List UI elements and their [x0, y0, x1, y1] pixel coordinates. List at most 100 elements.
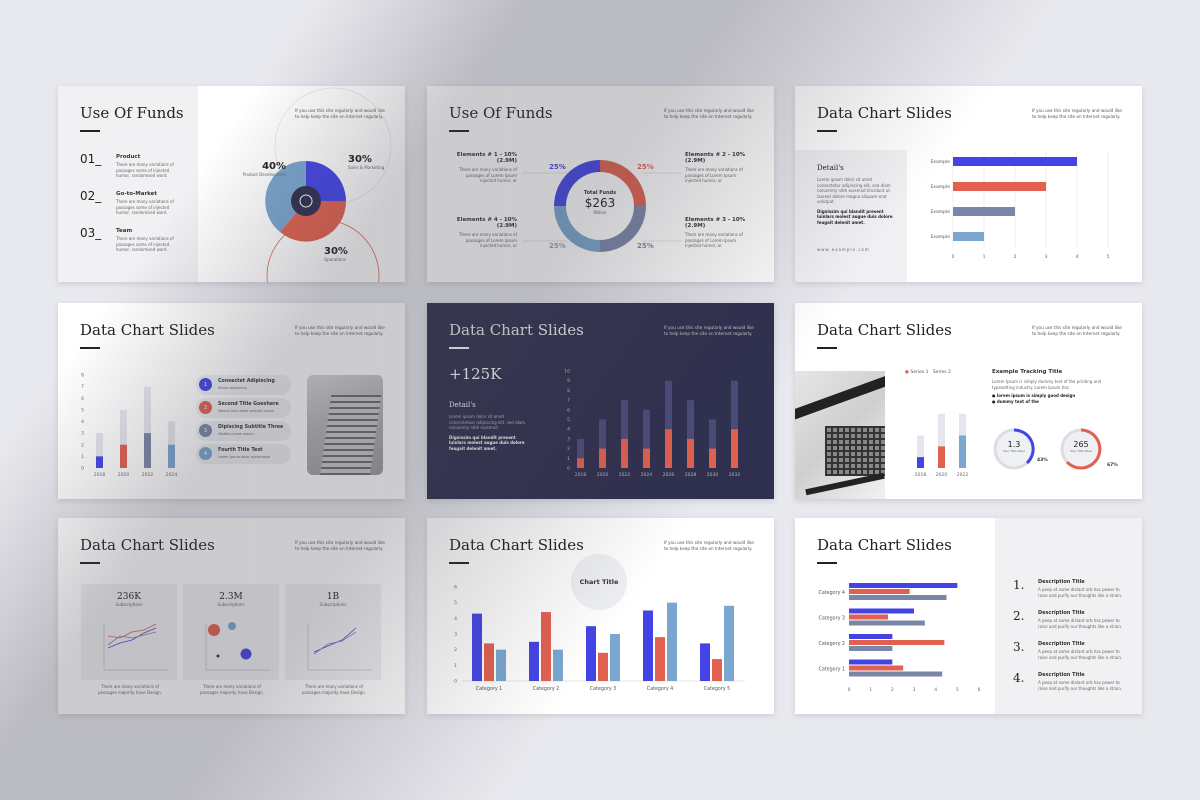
list-item: 3 Dipiscing Subtitle Three Vestibul lore… [196, 421, 291, 441]
slide-data-chart-5[interactable]: Data Chart Slides If you use this site r… [427, 303, 774, 499]
example-url[interactable]: www.example.com [817, 247, 870, 252]
tick-label: 6 [567, 407, 570, 413]
funds-pie-chart [265, 87, 392, 282]
office-photo [795, 371, 885, 499]
slide-data-chart-7[interactable]: Data Chart Slides If you use this site r… [58, 518, 405, 714]
fund-list: 01_ Product There are many variations of… [80, 152, 190, 263]
tick-label: 0 [952, 254, 955, 260]
pct-label: 25% [549, 242, 566, 250]
tick-label: 6 [454, 585, 457, 591]
bar-back [577, 438, 584, 468]
tick-label: 2 [454, 647, 457, 653]
stacked-bar-chart: 0 1 2 3 4 5 6 7 8 2018 2020 2022 2024 [81, 373, 177, 479]
tick-label: 0 [567, 466, 570, 472]
panel-caption: There are many variations of passages ma… [301, 684, 366, 695]
item-sub: Lorem ipsum dolor scelerisque [218, 455, 271, 459]
slide-data-chart-6[interactable]: Data Chart Slides If you use this site r… [795, 303, 1142, 499]
building-photo [307, 375, 383, 475]
pct-operations: 30% Operations [324, 246, 348, 263]
tracking-title: Example Tracking Title [992, 369, 1063, 375]
note-text: If you use this site regularly and would… [664, 540, 754, 551]
category-label: Category 2 [819, 641, 846, 647]
coin-icon [299, 194, 313, 208]
slide-data-chart-3[interactable]: Data Chart Slides If you use this site r… [795, 86, 1142, 282]
item-number: 4. [1013, 671, 1025, 685]
category-label: Category 1 [819, 667, 846, 673]
pct-label: 25% [637, 163, 654, 171]
tick-label: 0 [81, 466, 84, 472]
stacked-bar-chart: 2018 2020 2022 [915, 413, 968, 478]
pct-value: 40% [262, 161, 286, 172]
item-title: Description Title [1038, 641, 1085, 647]
slide-data-chart-8[interactable]: Data Chart Slides If you use this site r… [427, 518, 774, 714]
bar [529, 641, 539, 681]
element-block: Elements # 3 - 10% (2.9M) There are many… [685, 217, 747, 249]
slide-data-chart-4[interactable]: Data Chart Slides If you use this site r… [58, 303, 405, 499]
detail-bold: Dignissim qui blandit present luinlars m… [449, 434, 525, 451]
bar [849, 595, 947, 600]
side-panel [995, 518, 1142, 714]
tick-label: 4 [934, 687, 937, 693]
note-text: If you use this site regularly and would… [1032, 325, 1122, 336]
tick-label: 2 [1014, 254, 1017, 260]
item-number: 2 [199, 401, 212, 414]
slide-use-of-funds-2[interactable]: Use Of Funds If you use this site regula… [427, 86, 774, 282]
item-title: Consectet Adipiscing [218, 379, 275, 384]
fund-num: 02_ [80, 189, 102, 203]
slide-use-of-funds-1[interactable]: Use Of Funds If you use this site regula… [58, 86, 405, 282]
description-item: 3. Description Title A peep at some dist… [1013, 640, 1133, 671]
bar [96, 456, 103, 468]
bar [168, 444, 175, 468]
chart-title: Chart Title [579, 578, 619, 586]
bar [849, 583, 958, 588]
tick-label: 2020 [597, 472, 609, 478]
funds-donut-chart [522, 160, 682, 252]
bar [849, 620, 925, 626]
item-title: Dipiscing Subtitle Three [218, 425, 284, 430]
tick-label: 5 [454, 600, 457, 606]
detail-panel [795, 150, 907, 282]
slide-title: Use Of Funds [80, 104, 184, 122]
pct-label: Operations [324, 257, 346, 262]
slide-data-chart-9[interactable]: Data Chart Slides 0 1 2 3 4 5 6 Category 4 Categ… [795, 518, 1142, 714]
line-chart-1 [103, 623, 168, 671]
slide-title: Data Chart Slides [449, 536, 584, 554]
title-rule [817, 562, 837, 564]
side-panel [58, 86, 198, 282]
tick-label: 2 [81, 442, 84, 448]
title-rule [80, 130, 100, 132]
title-rule [817, 347, 837, 349]
item-title: Description Title [1038, 579, 1085, 585]
note-text: If you use this site regularly and would… [295, 540, 385, 551]
item-number: 1 [199, 378, 212, 391]
stat-value: 2.3M [219, 592, 243, 602]
bar [541, 612, 551, 681]
bar-label: Example [930, 184, 950, 190]
tick-label: 3 [913, 687, 916, 693]
bar [959, 435, 966, 468]
stacked-bar-chart: 0 1 2 3 4 5 6 7 8 9 10 2018 2020 2022 2024 2026 2028 2030… [564, 369, 740, 479]
panel-caption: There are many variations of passages ma… [199, 684, 264, 695]
gauge-percent: 43% [1037, 458, 1048, 463]
tick-label: 5 [956, 687, 959, 693]
note-text: If you use this site regularly and would… [664, 108, 754, 119]
item-title: Second Title Goeshere [218, 402, 279, 407]
stat-value: 1B [326, 592, 340, 602]
slide-title: Data Chart Slides [80, 536, 215, 554]
hbar-grouped-chart: 0 1 2 3 4 5 6 Category 4 Category 3 Category 2 Cat… [819, 583, 981, 693]
tick-label: 5 [1107, 254, 1110, 260]
element-desc: There are many variations of passages of… [459, 167, 517, 183]
tick-label: 2018 [575, 472, 587, 478]
tick-label: 2018 [94, 472, 106, 478]
pie-slice-product [265, 160, 306, 232]
stat-label: Subscriptions [115, 602, 143, 607]
tick-label: 3 [81, 431, 84, 437]
item-number: 2. [1013, 609, 1025, 623]
bar-back [709, 419, 716, 468]
bar [849, 608, 914, 614]
slide-title: Data Chart Slides [817, 104, 952, 122]
tracking-text: Lorem Ipsum is simply dummy text of the … [992, 379, 1102, 390]
detail-bold: Dignissim qui blandit present luinlars m… [817, 208, 893, 225]
bar [953, 157, 1077, 166]
fund-item: 03_ Team There are many variations of pa… [80, 226, 190, 263]
